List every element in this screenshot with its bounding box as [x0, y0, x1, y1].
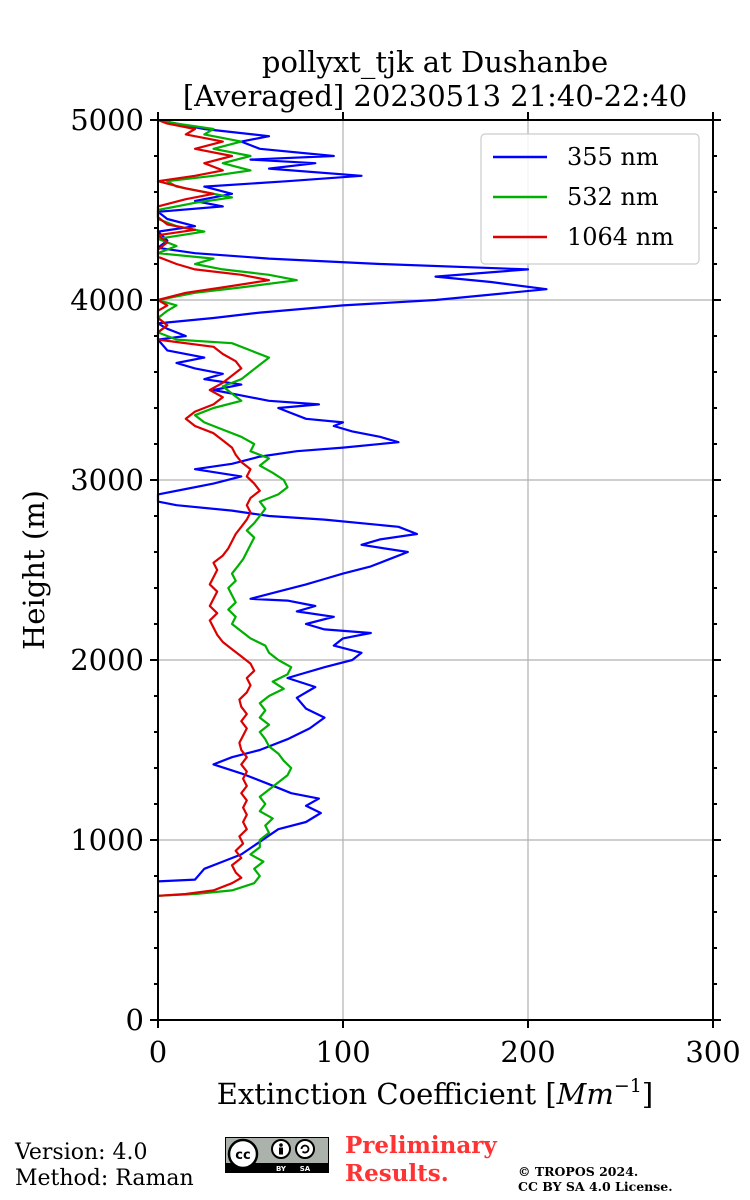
- cc-by-sa-license-badge: cc BY SA: [225, 1137, 329, 1173]
- preliminary-line-2: Results.: [345, 1160, 449, 1187]
- chart-title: pollyxt_tjk at Dushanbe: [262, 45, 608, 80]
- y-tick-label: 2000: [70, 643, 144, 677]
- version-text: Version: 4.0: [15, 1140, 148, 1165]
- sa-label: SA: [300, 1165, 311, 1173]
- legend: 355 nm 532 nm 1064 nm: [480, 133, 700, 265]
- x-tick-label: 200: [500, 1035, 555, 1069]
- copyright-block: © TROPOS 2024. CC BY SA 4.0 License.: [518, 1164, 673, 1194]
- cc-icon-text: cc: [235, 1148, 250, 1163]
- x-axis-label: Extinction Coefficient [Mm−1]: [217, 1075, 653, 1111]
- legend-label-1: 532 nm: [567, 183, 659, 211]
- plot-frame: [157, 119, 714, 1021]
- y-tick-label: 5000: [70, 103, 144, 137]
- series-line-0: [156, 118, 548, 883]
- y-tick-label: 3000: [70, 463, 144, 497]
- legend-box: [480, 133, 700, 265]
- sa-icon: [295, 1139, 315, 1159]
- cc-icon: [227, 1138, 259, 1170]
- by-label: BY: [276, 1165, 287, 1173]
- preliminary-results-notice: Preliminary Results.: [345, 1132, 497, 1188]
- y-tick-label: 1000: [70, 823, 144, 857]
- method-text: Method: Raman: [15, 1166, 194, 1191]
- x-tick-label: 100: [315, 1035, 370, 1069]
- y-tick-label: 0: [126, 1003, 144, 1037]
- x-tick-label: 0: [149, 1035, 167, 1069]
- y-axis-label: Height (m): [17, 490, 51, 650]
- copyright-line-2: CC BY SA 4.0 License.: [518, 1179, 673, 1194]
- series-line-1: [156, 118, 298, 897]
- series-line-2: [156, 118, 271, 897]
- legend-label-2: 1064 nm: [567, 223, 674, 251]
- legend-label-0: 355 nm: [567, 143, 659, 171]
- chart-subtitle: [Averaged] 20230513 21:40-22:40: [183, 79, 687, 113]
- preliminary-line-1: Preliminary: [345, 1132, 497, 1159]
- x-tick-label: 300: [685, 1035, 740, 1069]
- footer-version-block: Version: 4.0 Method: Raman: [15, 1140, 194, 1192]
- y-tick-label: 4000: [70, 283, 144, 317]
- copyright-line-1: © TROPOS 2024.: [518, 1164, 639, 1179]
